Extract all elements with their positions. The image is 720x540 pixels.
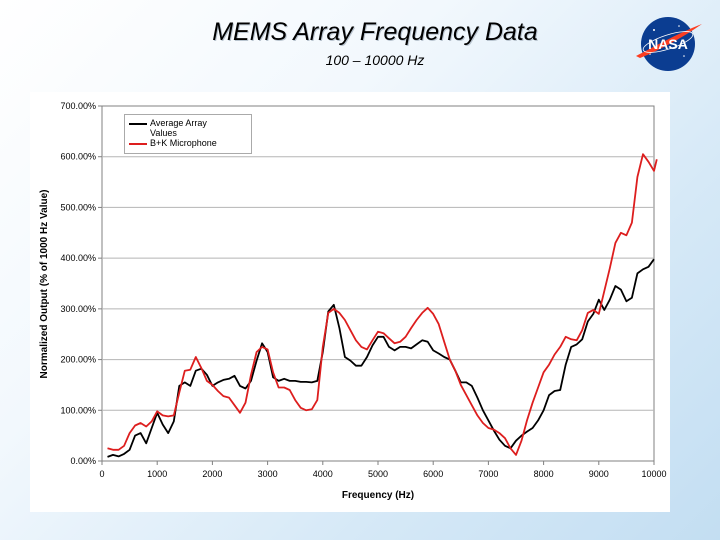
- y-tick-label: 400.00%: [60, 253, 96, 263]
- series-line-bk-microphone: [107, 153, 658, 456]
- slide-subtitle: 100 – 10000 Hz: [325, 52, 425, 68]
- x-tick-label: 5000: [368, 469, 388, 479]
- x-tick-label: 6000: [423, 469, 443, 479]
- y-tick-label: 500.00%: [60, 202, 96, 212]
- slide-title: MEMS Array Frequency Data: [212, 18, 538, 46]
- nasa-logo: NASA: [632, 12, 704, 76]
- x-tick-label: 4000: [313, 469, 333, 479]
- legend-swatch-black: [129, 123, 147, 125]
- y-tick-label: 0.00%: [70, 456, 96, 466]
- y-tick-label: 300.00%: [60, 304, 96, 314]
- x-tick-label: 10000: [641, 469, 666, 479]
- y-axis-label: Normalized Output (% of 1000 Hz Value): [39, 190, 50, 379]
- y-tick-label: 700.00%: [60, 101, 96, 111]
- chart-legend: Average Array Values B+K Microphone: [124, 114, 252, 154]
- x-tick-label: 1000: [147, 469, 167, 479]
- x-tick-label: 9000: [589, 469, 609, 479]
- frequency-chart: 0.00% 100.00% 200.00% 300.00% 400.00% 500.00%…: [30, 92, 670, 512]
- x-tick-label: 0: [99, 469, 104, 479]
- legend-label: Values: [150, 128, 177, 138]
- legend-label: B+K Microphone: [150, 138, 217, 148]
- series-lines: [107, 153, 658, 458]
- y-tick-label: 200.00%: [60, 355, 96, 365]
- legend-label: Average Array: [150, 118, 207, 128]
- nasa-meatball-icon: NASA: [636, 17, 702, 71]
- axis-ticks: 0.00% 100.00% 200.00% 300.00% 400.00% 500.00%…: [60, 101, 666, 479]
- x-tick-label: 3000: [258, 469, 278, 479]
- x-tick-label: 2000: [202, 469, 222, 479]
- x-tick-label: 7000: [478, 469, 498, 479]
- x-axis-label: Frequency (Hz): [342, 490, 414, 501]
- legend-swatch-red: [129, 143, 147, 145]
- series-line-average-array: [107, 258, 655, 458]
- y-tick-label: 600.00%: [60, 152, 96, 162]
- plot-area: [101, 105, 655, 462]
- chart-area: 0.00% 100.00% 200.00% 300.00% 400.00% 500.00%…: [30, 92, 670, 512]
- nasa-logo-text: NASA: [648, 36, 688, 52]
- y-tick-label: 100.00%: [60, 405, 96, 415]
- x-tick-label: 8000: [534, 469, 554, 479]
